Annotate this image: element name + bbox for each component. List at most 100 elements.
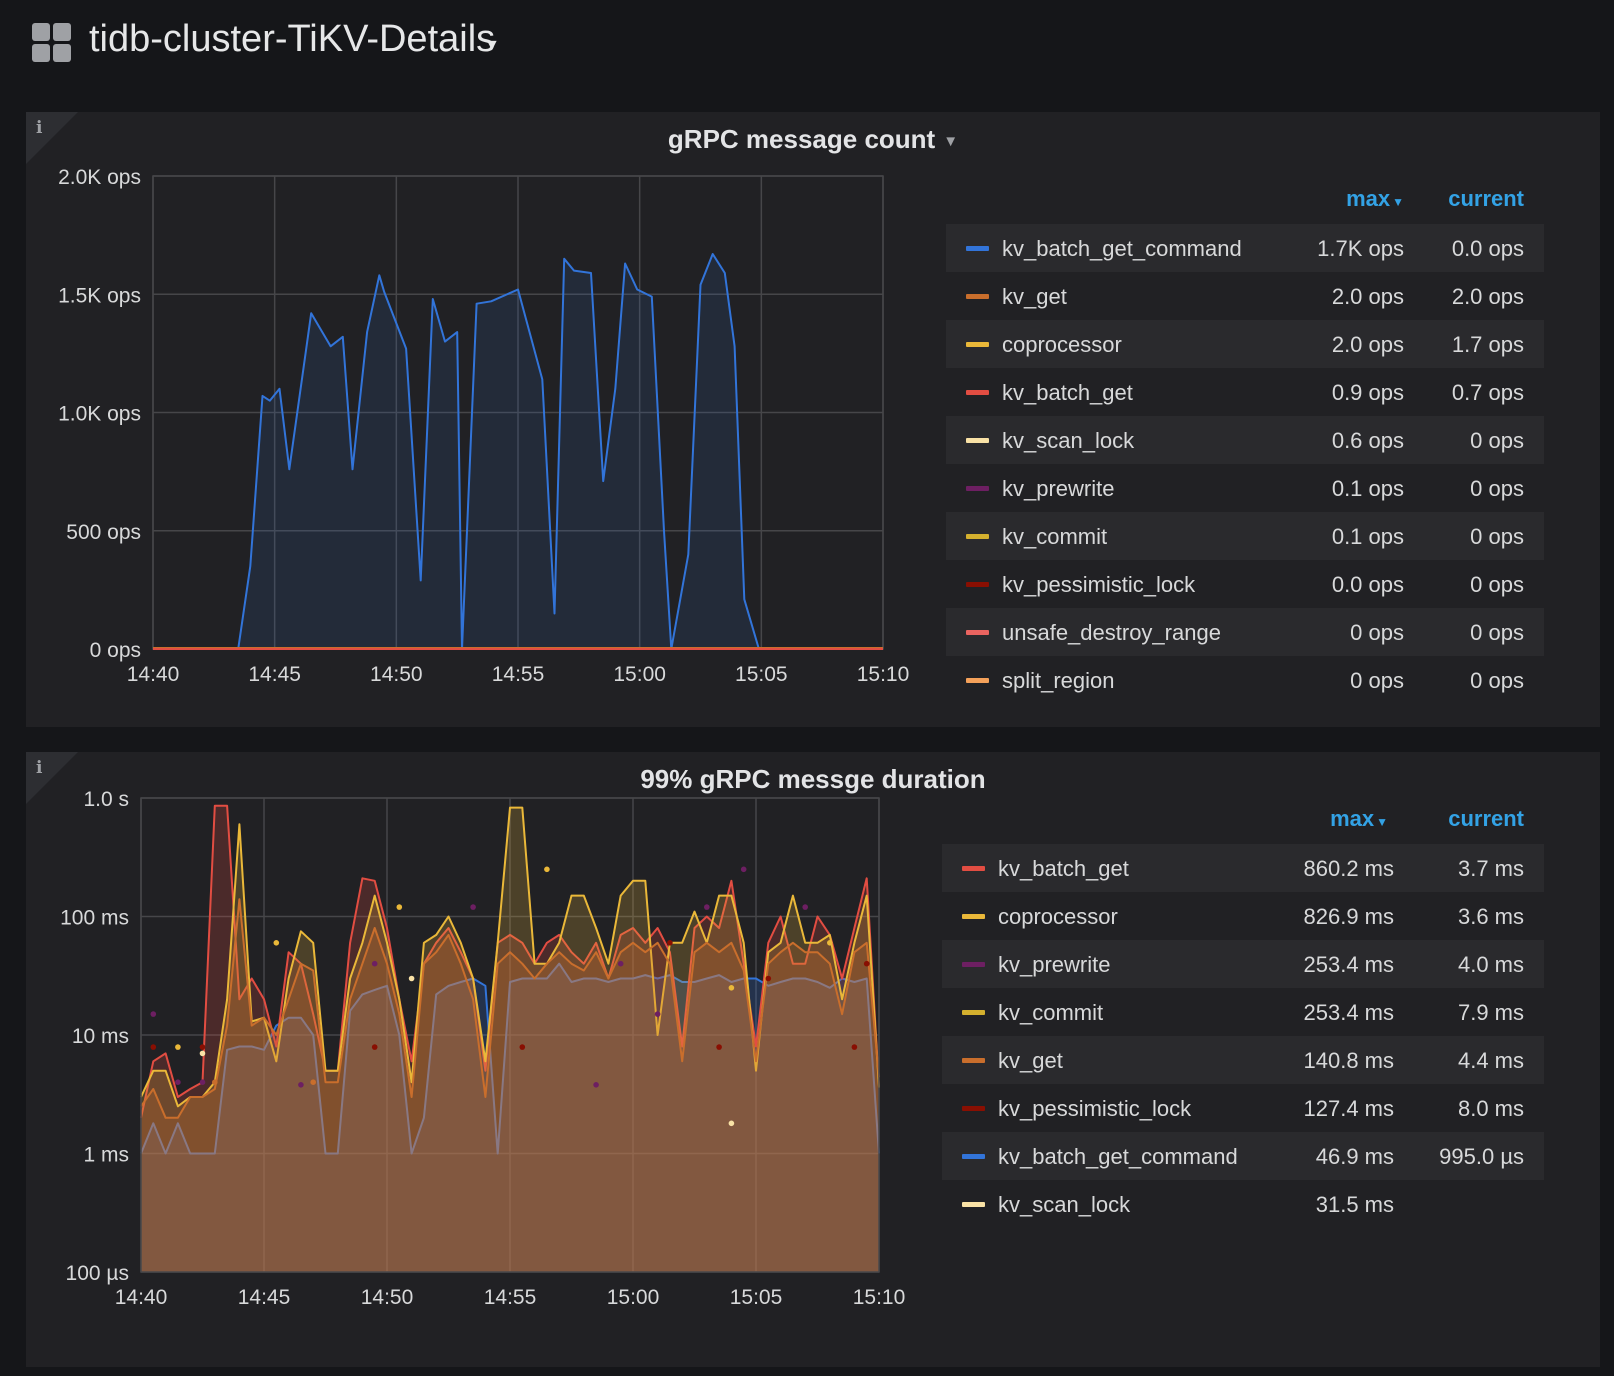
- legend-row[interactable]: kv_batch_get_command 1.7K ops 0.0 ops: [946, 224, 1544, 272]
- series-color-swatch[interactable]: [966, 534, 989, 539]
- legend-current-value: 0 ops: [1470, 428, 1524, 453]
- legend-current-value: 7.9 ms: [1457, 1000, 1524, 1025]
- legend-sort-current[interactable]: current: [1448, 806, 1524, 831]
- legend-row[interactable]: kv_scan_lock 31.5 ms: [942, 1180, 1544, 1228]
- legend-series-name[interactable]: coprocessor: [1002, 332, 1122, 357]
- legend-row[interactable]: kv_pessimistic_lock 127.4 ms 8.0 ms: [942, 1084, 1544, 1132]
- x-tick-label: 15:05: [735, 663, 788, 686]
- legend-sort-max[interactable]: max ▼: [1330, 806, 1388, 831]
- info-icon[interactable]: i: [36, 118, 43, 138]
- series-color-swatch[interactable]: [966, 390, 989, 395]
- legend-current-value: 3.6 ms: [1457, 904, 1524, 929]
- panel-title[interactable]: gRPC message count ▼: [667, 124, 959, 154]
- series-color-swatch[interactable]: [962, 1010, 985, 1015]
- legend-row[interactable]: kv_get 140.8 ms 4.4 ms: [942, 1036, 1544, 1084]
- legend-series-name[interactable]: kv_batch_get_command: [1002, 236, 1242, 261]
- dashboard-grid-icon[interactable]: [32, 23, 72, 63]
- legend-series-name[interactable]: kv_get: [1002, 284, 1067, 309]
- chevron-down-icon[interactable]: ▼: [943, 132, 959, 150]
- legend-sort-max[interactable]: max ▼: [1346, 186, 1404, 211]
- graph-grpc-message-duration[interactable]: 100 µs 1 ms 10 ms 100 ms 1.0 s 14:40 14:45 14:5…: [26, 752, 942, 1367]
- graph-grpc-message-count[interactable]: 0 ops 500 ops 1.0K ops 1.5K ops 2.0K ops 14:4…: [26, 112, 946, 727]
- series-color-swatch[interactable]: [962, 1106, 985, 1111]
- data-point: [593, 1082, 599, 1088]
- legend-row[interactable]: kv_batch_get 860.2 ms 3.7 ms: [942, 844, 1544, 892]
- legend-series-name[interactable]: kv_commit: [998, 1000, 1104, 1025]
- series-color-swatch[interactable]: [962, 914, 985, 919]
- legend-max-value: 2.0 ops: [1331, 284, 1404, 309]
- plot-frame: [140, 797, 880, 1273]
- data-point: [704, 904, 710, 910]
- legend-row[interactable]: kv_prewrite 0.1 ops 0 ops: [946, 464, 1544, 512]
- legend-series-name[interactable]: kv_batch_get: [1002, 380, 1133, 405]
- y-tick-label: 1.0 s: [83, 788, 129, 811]
- legend-series-name[interactable]: kv_pessimistic_lock: [998, 1096, 1192, 1121]
- series-color-swatch[interactable]: [962, 962, 985, 967]
- legend-row[interactable]: unsafe_destroy_range 0 ops 0 ops: [946, 608, 1544, 656]
- legend-row[interactable]: coprocessor 826.9 ms 3.6 ms: [942, 892, 1544, 940]
- x-tick-label: 15:00: [607, 1286, 660, 1309]
- data-point: [851, 1044, 858, 1050]
- legend-row[interactable]: kv_batch_get 0.9 ops 0.7 ops: [946, 368, 1544, 416]
- series-color-swatch[interactable]: [962, 1154, 985, 1159]
- legend-row[interactable]: coprocessor 2.0 ops 1.7 ops: [946, 320, 1544, 368]
- legend-current-value: 0 ops: [1470, 524, 1524, 549]
- legend-row[interactable]: kv_get 2.0 ops 2.0 ops: [946, 272, 1544, 320]
- series-color-swatch[interactable]: [962, 1202, 985, 1207]
- legend-series-name[interactable]: kv_get: [998, 1048, 1063, 1073]
- data-point: [827, 940, 833, 946]
- y-tick-label: 1 ms: [83, 1144, 129, 1167]
- legend-current-value: 0 ops: [1470, 668, 1524, 693]
- dashboard-title[interactable]: tidb-cluster-TiKV-Details: [89, 18, 496, 60]
- data-point: [802, 904, 808, 910]
- data-point: [716, 1044, 722, 1050]
- x-tick-label: 15:10: [857, 663, 910, 686]
- dashboard-header: tidb-cluster-TiKV-Details ▼: [0, 0, 1614, 96]
- series-color-swatch[interactable]: [966, 678, 989, 683]
- data-point: [199, 1079, 206, 1085]
- chevron-down-icon[interactable]: ▼: [484, 37, 500, 54]
- series-color-swatch[interactable]: [962, 866, 985, 871]
- series-color-swatch[interactable]: [966, 294, 989, 299]
- legend-series-name[interactable]: kv_scan_lock: [998, 1192, 1131, 1217]
- data-point: [310, 1079, 317, 1085]
- legend-series-name[interactable]: kv_batch_get: [998, 856, 1129, 881]
- legend-row[interactable]: split_region 0 ops 0 ops: [946, 656, 1544, 696]
- series-color-swatch[interactable]: [962, 1058, 985, 1063]
- info-icon[interactable]: i: [36, 758, 43, 778]
- panel-info-corner[interactable]: [26, 752, 78, 804]
- legend-row[interactable]: kv_scan_lock 0.6 ops 0 ops: [946, 416, 1544, 464]
- legend-series-name[interactable]: coprocessor: [998, 904, 1118, 929]
- legend-current-value: 0.0 ops: [1451, 236, 1524, 261]
- legend-series-name[interactable]: unsafe_destroy_range: [1002, 620, 1221, 645]
- legend-current-value: 8.0 ms: [1457, 1096, 1524, 1121]
- legend-max-value: 860.2 ms: [1303, 856, 1395, 881]
- panel-title[interactable]: 99% gRPC messge duration: [640, 764, 986, 794]
- legend-row[interactable]: kv_commit 253.4 ms 7.9 ms: [942, 988, 1544, 1036]
- x-tick-label: 14:40: [127, 663, 180, 686]
- legend-series-name[interactable]: kv_prewrite: [1002, 476, 1115, 501]
- x-tick-label: 15:00: [613, 663, 666, 686]
- legend-series-name[interactable]: kv_batch_get_command: [998, 1144, 1238, 1169]
- legend-series-name[interactable]: kv_scan_lock: [1002, 428, 1135, 453]
- legend-row[interactable]: kv_pessimistic_lock 0.0 ops 0 ops: [946, 560, 1544, 608]
- legend-sort-current[interactable]: current: [1448, 186, 1524, 211]
- legend-row[interactable]: kv_prewrite 253.4 ms 4.0 ms: [942, 940, 1544, 988]
- series-color-swatch[interactable]: [966, 246, 989, 251]
- series-color-swatch[interactable]: [966, 486, 989, 491]
- legend-row[interactable]: kv_batch_get_command 46.9 ms 995.0 µs: [942, 1132, 1544, 1180]
- series-area-kv_batch_get_command: [141, 963, 879, 1272]
- legend-current-value: 0 ops: [1470, 572, 1524, 597]
- legend-series-name[interactable]: split_region: [1002, 668, 1115, 693]
- panel-info-corner[interactable]: [26, 112, 78, 164]
- legend-series-name[interactable]: kv_prewrite: [998, 952, 1111, 977]
- y-tick-label: 500 ops: [66, 521, 141, 544]
- series-color-swatch[interactable]: [966, 630, 989, 635]
- legend-series-name[interactable]: kv_commit: [1002, 524, 1108, 549]
- legend-series-name[interactable]: kv_pessimistic_lock: [1002, 572, 1196, 597]
- x-tick-label: 14:55: [492, 663, 545, 686]
- series-color-swatch[interactable]: [966, 342, 989, 347]
- series-color-swatch[interactable]: [966, 438, 989, 443]
- series-color-swatch[interactable]: [966, 582, 989, 587]
- legend-row[interactable]: kv_commit 0.1 ops 0 ops: [946, 512, 1544, 560]
